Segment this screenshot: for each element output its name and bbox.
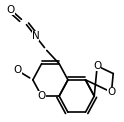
Text: O: O bbox=[37, 91, 46, 101]
Text: O: O bbox=[7, 5, 15, 15]
Text: N: N bbox=[32, 31, 39, 41]
Text: O: O bbox=[93, 61, 101, 71]
Text: O: O bbox=[107, 87, 116, 97]
Text: O: O bbox=[14, 66, 22, 76]
